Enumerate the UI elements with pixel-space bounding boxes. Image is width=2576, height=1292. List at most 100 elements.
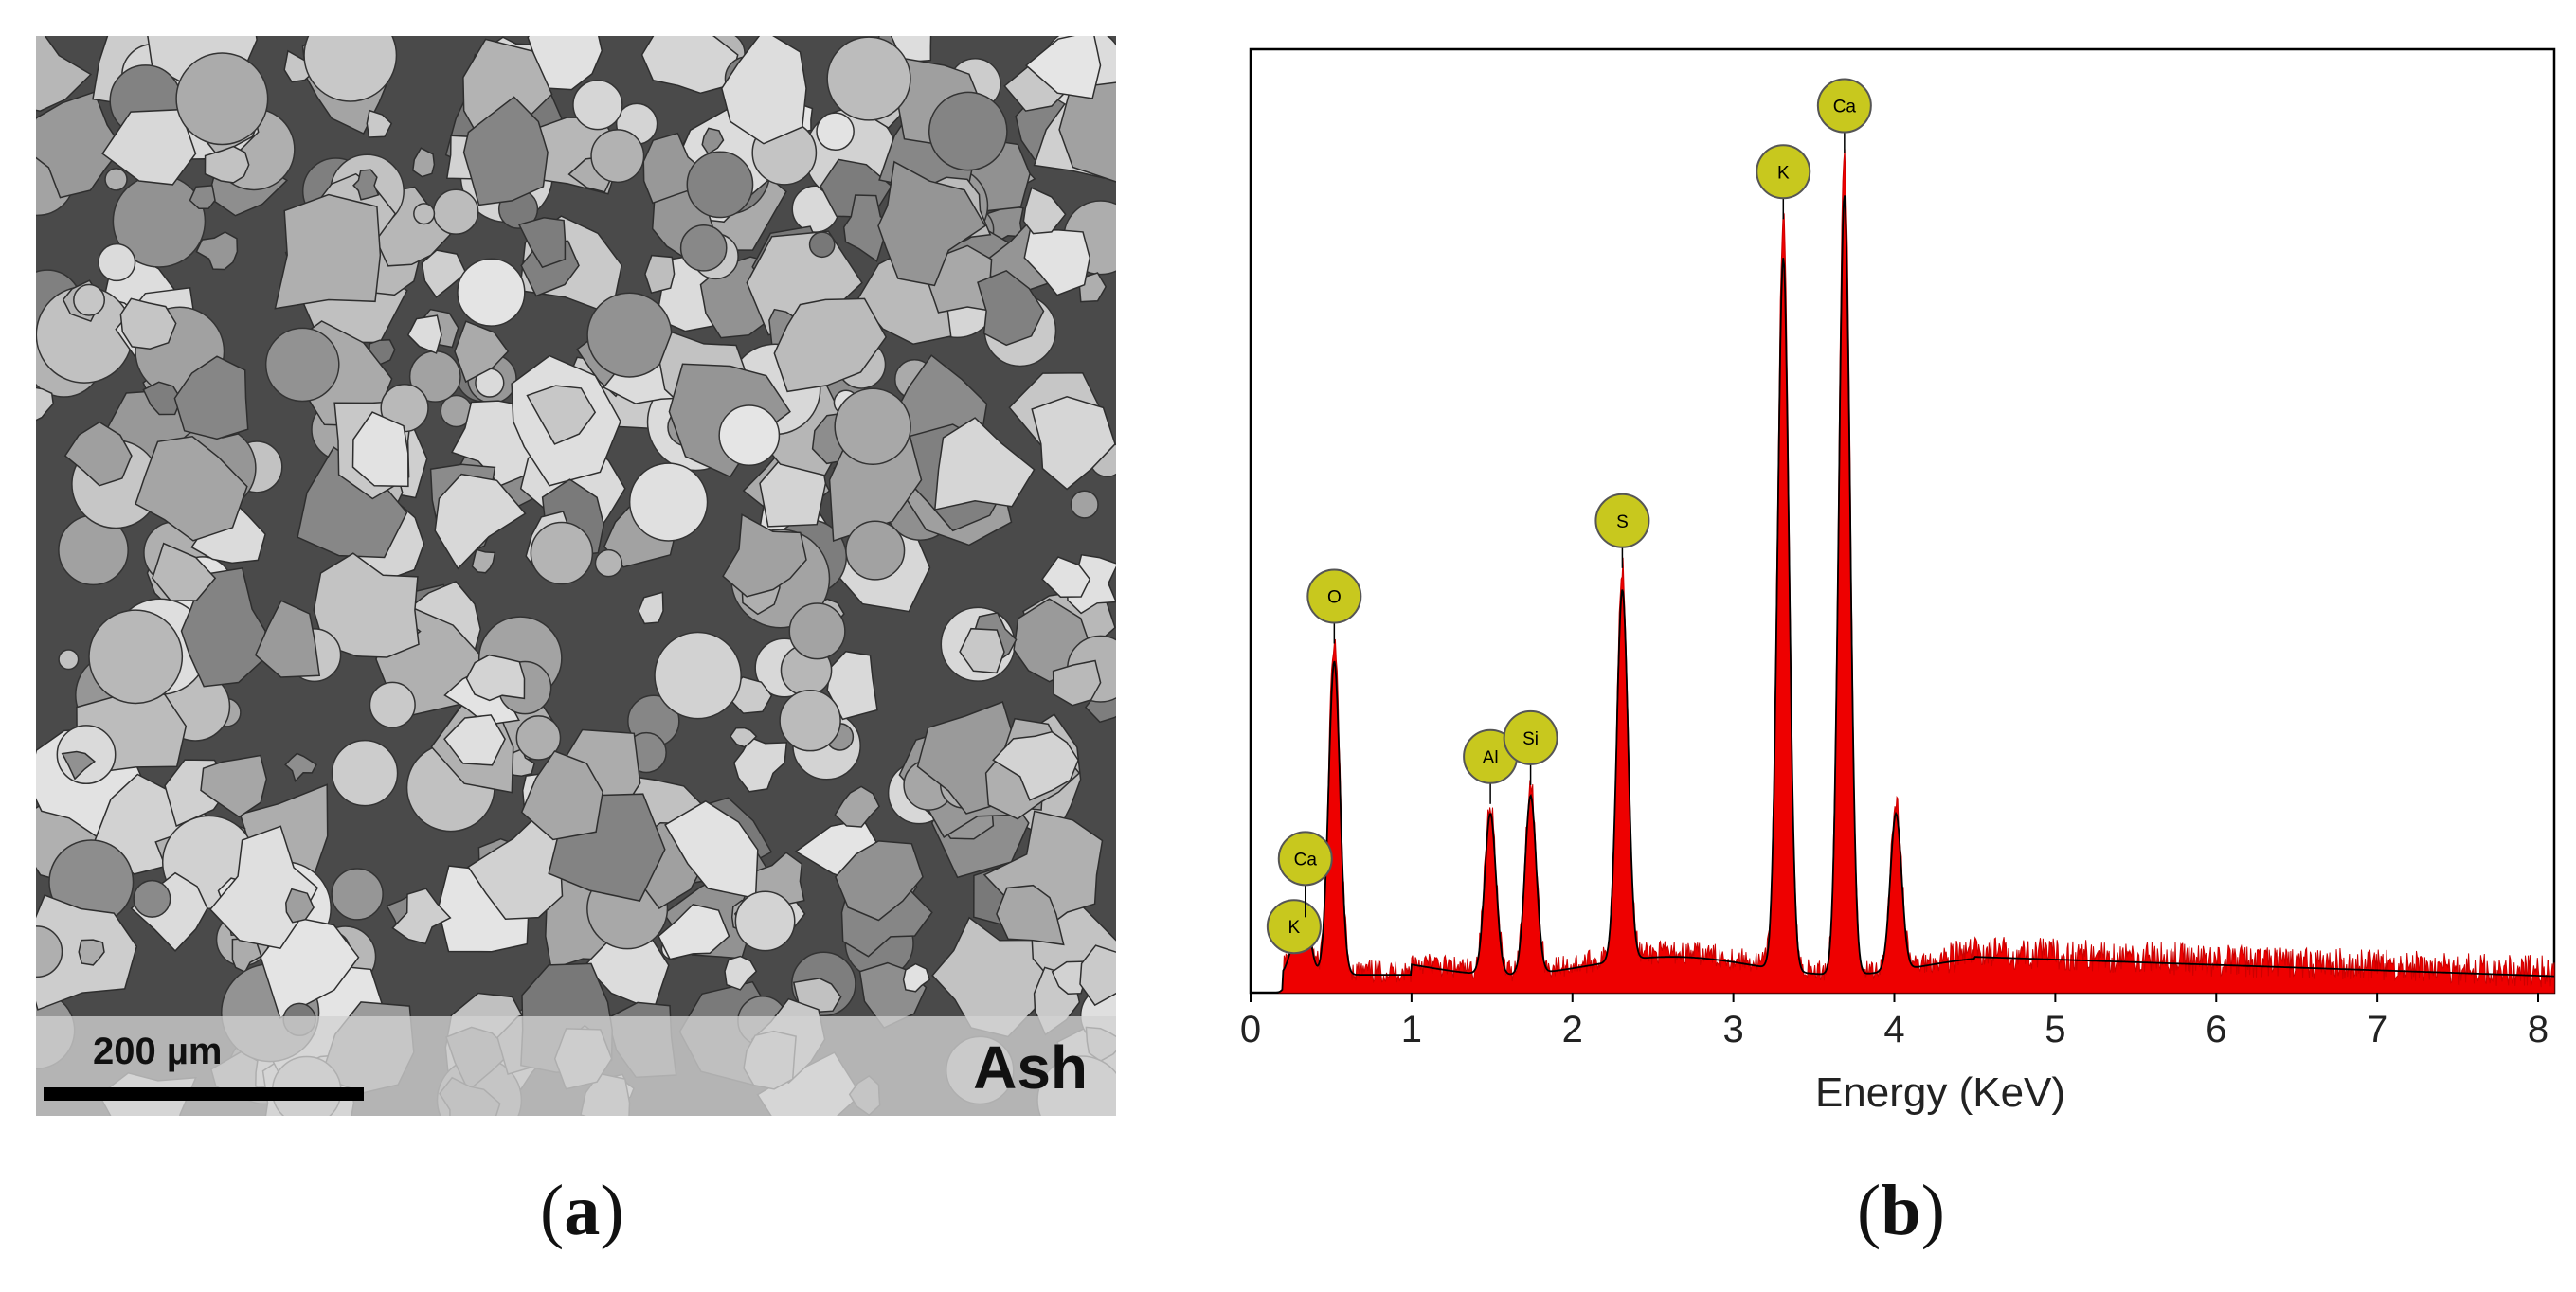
sem-sphere-particle [808, 231, 836, 259]
sem-irregular-particle [36, 36, 93, 112]
sem-irregular-particle [195, 231, 239, 271]
sem-irregular-particle [284, 752, 317, 783]
sem-irregular-particle [391, 888, 452, 945]
sem-irregular-particle [274, 193, 382, 310]
x-tick-label: 7 [2367, 1009, 2387, 1050]
sem-sphere-particle [586, 292, 673, 378]
sem-irregular-particle [1031, 396, 1116, 491]
sem-irregular-particle [352, 169, 380, 201]
peak-label-al-3: Al [1463, 728, 1519, 804]
peak-label-text: K [1777, 163, 1790, 183]
sem-irregular-particle [465, 654, 526, 702]
x-tick-label: 5 [2045, 1009, 2065, 1050]
peak-label-text: O [1327, 587, 1342, 607]
x-tick-label: 3 [1723, 1009, 1744, 1050]
sem-irregular-particle [722, 513, 807, 598]
sem-irregular-particle [732, 736, 788, 793]
sem-micrograph: 200 µm Ash [36, 36, 1116, 1116]
sem-particles-image [36, 36, 1116, 1116]
sem-sphere-particle [36, 925, 63, 978]
sem-irregular-particle [992, 730, 1079, 801]
peak-label-ca-7: Ca [1816, 78, 1872, 153]
sem-irregular-particle [517, 217, 567, 269]
sem-sphere-particle [788, 602, 846, 660]
sem-irregular-particle [406, 314, 442, 354]
sem-irregular-particle [36, 386, 54, 422]
sem-sphere-particle [133, 879, 171, 918]
scale-bar-label: 200 µm [93, 1031, 223, 1072]
sem-sphere-particle [457, 258, 526, 327]
sem-irregular-particle [313, 552, 420, 658]
sem-sphere-particle [432, 188, 479, 235]
sem-irregular-particle [135, 436, 248, 542]
sem-irregular-particle [933, 417, 1036, 511]
peak-label-circle [1816, 78, 1872, 134]
sem-sphere-particle [303, 36, 398, 102]
peak-label-circle [1277, 831, 1333, 887]
sem-irregular-particle [78, 939, 105, 966]
sem-irregular-particle [142, 381, 182, 416]
sem-irregular-particle [411, 147, 436, 178]
sem-sphere-particle [104, 168, 128, 191]
sem-sphere-particle [734, 890, 796, 952]
peak-label-si-4: Si [1503, 709, 1558, 785]
sem-sphere-particle [88, 609, 184, 705]
sem-irregular-particle [701, 127, 725, 155]
x-axis-label: Energy (KeV) [1815, 1069, 2065, 1116]
sem-irregular-particle [1058, 81, 1116, 183]
sem-irregular-particle [434, 473, 527, 570]
sem-irregular-particle [520, 750, 603, 841]
sem-irregular-particle [200, 754, 268, 818]
sem-irregular-particle [204, 145, 250, 184]
sem-sphere-particle [572, 79, 623, 131]
sem-sphere-particle [98, 242, 136, 282]
sem-irregular-particle [1022, 187, 1067, 235]
peak-label-ca-1: Ca [1277, 831, 1333, 918]
sem-sphere-particle [1070, 490, 1099, 519]
panel-b-letter: b [1881, 1171, 1921, 1250]
peak-label-text: Ca [1833, 98, 1857, 117]
sample-label: Ash [973, 1033, 1088, 1102]
sem-irregular-particle [1024, 36, 1102, 99]
sem-irregular-particle [254, 600, 321, 678]
peak-label-circle [1756, 144, 1811, 200]
sem-sphere-particle [628, 462, 709, 542]
spectrum-fit-line [1251, 195, 2554, 994]
sem-irregular-particle [877, 160, 986, 287]
sem-irregular-particle [1079, 944, 1116, 1007]
sem-sphere-particle [779, 689, 841, 752]
sem-irregular-particle [421, 249, 467, 298]
sem-sphere-particle [413, 203, 436, 225]
sem-irregular-particle [638, 591, 664, 625]
sem-irregular-particle [36, 91, 123, 199]
sem-irregular-particle [1023, 228, 1091, 296]
sem-irregular-particle [658, 903, 730, 960]
sem-irregular-particle [61, 750, 96, 781]
x-tick-label: 1 [1401, 1009, 1422, 1050]
sem-irregular-particle [63, 421, 133, 487]
peak-label-s-5: S [1594, 493, 1650, 568]
peak-label-text: K [1288, 918, 1301, 938]
sem-irregular-particle [773, 297, 888, 393]
sem-irregular-particle [1041, 556, 1091, 598]
sem-irregular-particle [443, 714, 506, 766]
sem-sphere-particle [826, 36, 911, 121]
peak-label-text: Al [1483, 748, 1499, 768]
sem-irregular-particle [351, 411, 409, 488]
sem-irregular-particle [526, 385, 597, 445]
panel-a-letter: a [564, 1171, 601, 1250]
sem-irregular-particle [834, 785, 881, 828]
sem-sphere-particle [515, 715, 562, 761]
plot-frame [1249, 47, 2556, 995]
sem-sphere-particle [718, 404, 781, 467]
sem-sphere-particle [686, 151, 754, 219]
peak-label-k-0: K [1266, 899, 1322, 955]
sem-irregular-particle [977, 269, 1045, 347]
sem-sphere-particle [58, 649, 80, 671]
peak-label-text: S [1616, 512, 1629, 532]
peak-label-circle [1306, 568, 1362, 624]
sem-sphere-particle [369, 681, 416, 728]
sem-irregular-particle [729, 727, 758, 748]
sem-sphere-particle [175, 52, 269, 146]
sem-irregular-particle [471, 548, 496, 574]
